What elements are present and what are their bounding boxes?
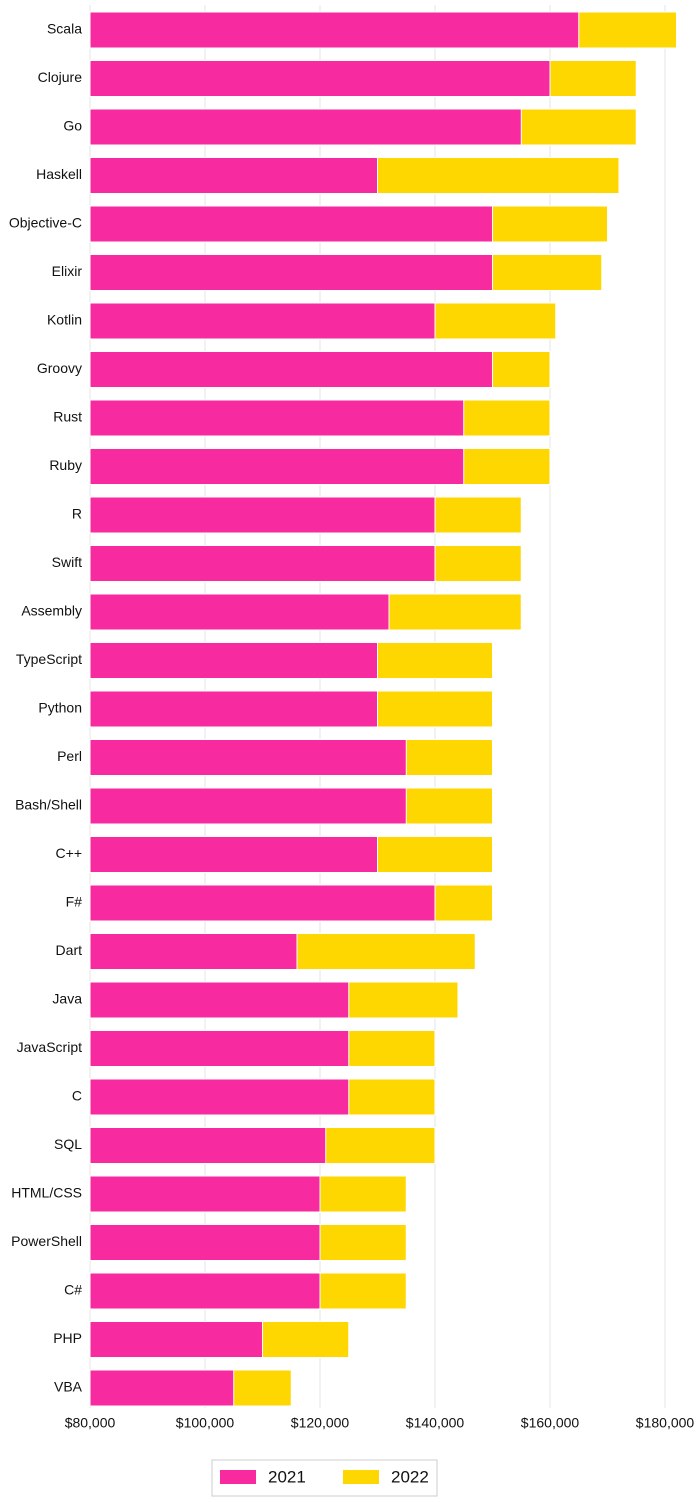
bar	[89, 1272, 321, 1310]
y-tick-label: C#	[64, 1282, 82, 1298]
y-tick-label: Objective-C	[9, 215, 82, 231]
y-tick-label: Rust	[53, 409, 82, 425]
y-tick-label: Ruby	[49, 457, 82, 473]
legend-swatch	[343, 1470, 379, 1484]
bar	[89, 254, 493, 291]
bar	[89, 11, 580, 49]
x-tick-label: $160,000	[521, 1415, 580, 1431]
y-tick-label: Scala	[47, 21, 82, 37]
bar	[89, 351, 493, 388]
bar	[89, 836, 378, 873]
y-tick-label: Go	[63, 118, 82, 134]
y-tick-label: R	[72, 506, 82, 522]
bar	[89, 108, 522, 146]
y-tick-label: Bash/Shell	[15, 797, 82, 813]
y-tick-label: JavaScript	[17, 1039, 82, 1055]
y-tick-label: Clojure	[38, 69, 83, 85]
bar	[89, 787, 407, 825]
bar	[89, 1127, 327, 1164]
y-tick-label: C++	[56, 845, 82, 861]
bar	[89, 642, 378, 679]
y-tick-label: Kotlin	[47, 312, 82, 328]
y-tick-label: Groovy	[37, 360, 82, 376]
y-tick-label: VBA	[54, 1379, 83, 1395]
y-tick-label: Swift	[52, 554, 82, 570]
bar	[89, 1224, 321, 1261]
y-tick-label: PHP	[53, 1330, 82, 1346]
y-tick-label: PowerShell	[11, 1233, 82, 1249]
y-tick-label: F#	[66, 894, 83, 910]
x-tick-label: $100,000	[176, 1415, 235, 1431]
y-tick-label: Java	[52, 991, 82, 1007]
bar	[89, 545, 436, 582]
x-tick-label: $120,000	[291, 1415, 350, 1431]
x-tick-label: $140,000	[406, 1415, 465, 1431]
bar	[89, 884, 436, 922]
bar	[89, 496, 436, 534]
bar	[89, 302, 436, 340]
y-tick-label: C	[72, 1088, 82, 1104]
y-tick-label: Python	[38, 700, 82, 716]
bar	[89, 1175, 321, 1213]
y-tick-label: Assembly	[21, 603, 82, 619]
x-tick-label: $180,000	[636, 1415, 695, 1431]
bar	[89, 157, 378, 194]
bar	[89, 205, 493, 243]
bar	[89, 1078, 350, 1116]
y-tick-label: Haskell	[36, 166, 82, 182]
y-tick-label: TypeScript	[16, 651, 82, 667]
bar	[89, 739, 407, 776]
bar	[89, 1321, 263, 1358]
y-tick-label: Dart	[56, 942, 83, 958]
bar	[89, 593, 390, 631]
bar	[89, 399, 465, 437]
y-tick-label: Elixir	[52, 263, 83, 279]
bar	[89, 690, 378, 728]
bar	[89, 1369, 235, 1407]
legend-label: 2021	[268, 1467, 306, 1486]
legend-swatch	[220, 1470, 256, 1484]
bar	[89, 60, 551, 97]
x-tick-label: $80,000	[65, 1415, 116, 1431]
bar	[89, 1030, 350, 1067]
y-tick-label: Perl	[57, 748, 82, 764]
legend-label: 2022	[391, 1467, 429, 1486]
y-tick-label: HTML/CSS	[11, 1185, 82, 1201]
y-tick-label: SQL	[54, 1136, 82, 1152]
bar	[89, 933, 298, 970]
bar	[89, 448, 465, 485]
bar	[89, 981, 350, 1019]
